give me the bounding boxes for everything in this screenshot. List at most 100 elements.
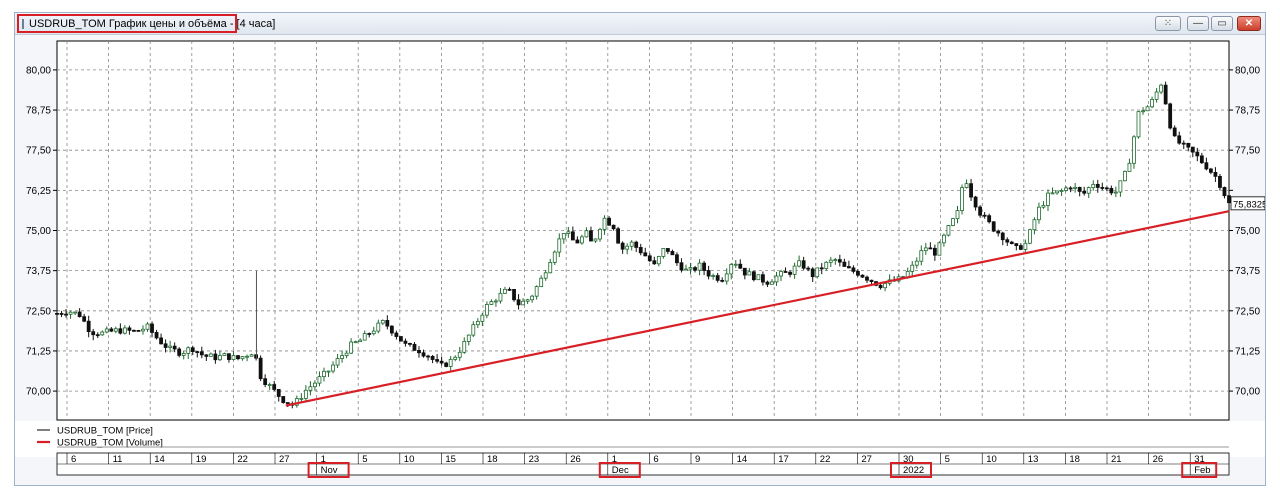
candle-body [249, 354, 254, 357]
day-tick-label: 27 [861, 454, 872, 465]
candle-body [1095, 183, 1100, 188]
candle-body [634, 241, 639, 248]
candle-body [1213, 171, 1218, 177]
candle-body [489, 301, 494, 305]
candle-body [842, 261, 847, 267]
candle-body [570, 231, 575, 241]
candle-body [154, 332, 159, 339]
candle-body [684, 268, 688, 271]
y-tick-label-left: 78,75 [26, 106, 51, 117]
day-tick-label: 9 [695, 454, 700, 465]
candle-body [521, 300, 525, 306]
minimize-button[interactable]: — [1187, 16, 1209, 31]
candle-body [675, 254, 679, 264]
candle-body [426, 355, 430, 358]
restore-button[interactable]: ▭ [1211, 16, 1233, 31]
candle-body [1073, 187, 1078, 189]
candle-body [385, 320, 390, 327]
candle-body [444, 362, 449, 367]
candle-body [258, 357, 263, 380]
candle-body [792, 265, 797, 275]
title-bar[interactable]: USDRUB_TOM График цены и объёма - [4 час… [15, 13, 1265, 35]
candle-body [1091, 183, 1096, 189]
candle-body [281, 396, 286, 403]
candle-body [340, 355, 344, 359]
candle-body [1082, 190, 1087, 194]
candle-body [733, 263, 738, 266]
candle-body [1163, 84, 1168, 105]
month-highlight-box [598, 462, 641, 478]
candle-body [724, 273, 729, 282]
candle-body [516, 299, 521, 306]
candle-body [1100, 187, 1105, 189]
candle-body [883, 283, 887, 289]
candle-body [1145, 106, 1150, 112]
candle-body [851, 267, 856, 272]
candle-body [335, 358, 340, 366]
candle-body [1159, 84, 1164, 93]
candle-body [344, 352, 349, 356]
month-label: Nov [321, 465, 338, 476]
candle-body [561, 233, 566, 240]
candle-body [525, 299, 530, 302]
candle-body [557, 238, 562, 253]
candle-body [860, 274, 865, 278]
y-tick-label-right: 71,25 [1235, 346, 1260, 357]
candle-body [240, 356, 245, 360]
month-highlight-box [1181, 462, 1218, 478]
candle-body [611, 224, 616, 230]
chart-window: USDRUB_TOM График цены и объёма - [4 час… [14, 12, 1267, 486]
candle-body [503, 288, 507, 294]
day-tick-label: 31 [1194, 454, 1205, 465]
candle-body [846, 266, 851, 269]
candle-body [199, 351, 204, 356]
candle-body [869, 279, 874, 282]
candle-body [1168, 103, 1173, 129]
candle-body [104, 328, 109, 333]
candle-body [439, 360, 444, 364]
settings-grid-icon[interactable]: ⁙ [1155, 16, 1181, 31]
candle-body [1127, 162, 1132, 172]
candle-body [951, 218, 955, 226]
day-tick-label: 15 [445, 454, 456, 465]
candle-body [973, 196, 978, 208]
candle-body [272, 384, 277, 390]
candle-body [1041, 205, 1046, 208]
candle-body [159, 337, 163, 345]
candle-body [543, 272, 548, 279]
candle-body [914, 260, 919, 266]
candle-body [417, 350, 421, 354]
candle-body [729, 264, 734, 275]
candle-body [430, 355, 435, 360]
candle-body [177, 348, 182, 356]
candle-body [466, 334, 471, 342]
candle-body [141, 328, 145, 332]
candle-body [1027, 229, 1032, 244]
price-chart[interactable]: 80,00 80,00 78,75 78,75 77,50 77,50 76,25 75,00… [15, 35, 1267, 485]
legend-price: USDRUB_TOM [Price] [57, 426, 153, 437]
day-tick-label: 14 [154, 454, 165, 465]
month-label: 2022 [903, 465, 924, 476]
close-button[interactable]: ✕ [1237, 16, 1261, 31]
candle-body [706, 270, 711, 277]
candle-body [91, 331, 96, 336]
candle-body [788, 271, 792, 275]
day-tick-label: 27 [279, 454, 290, 465]
chart-area[interactable]: 80,00 80,00 78,75 78,75 77,50 77,50 76,25 75,00… [15, 35, 1267, 485]
candle-body [987, 215, 992, 223]
candle-body [656, 256, 661, 265]
candle-body [358, 339, 363, 343]
y-tick-label-right: 75,00 [1235, 226, 1260, 237]
candle-body [580, 236, 584, 244]
month-label: Dec [612, 465, 629, 476]
day-tick-label: 22 [820, 454, 831, 465]
candle-body [765, 281, 770, 285]
candle-body [362, 333, 367, 341]
candle-body [1199, 155, 1204, 164]
candle-body [589, 230, 593, 242]
candle-body [1181, 142, 1186, 145]
candle-body [507, 288, 512, 291]
candle-body [1104, 187, 1109, 190]
candle-body [100, 331, 105, 336]
candle-body [145, 323, 150, 330]
